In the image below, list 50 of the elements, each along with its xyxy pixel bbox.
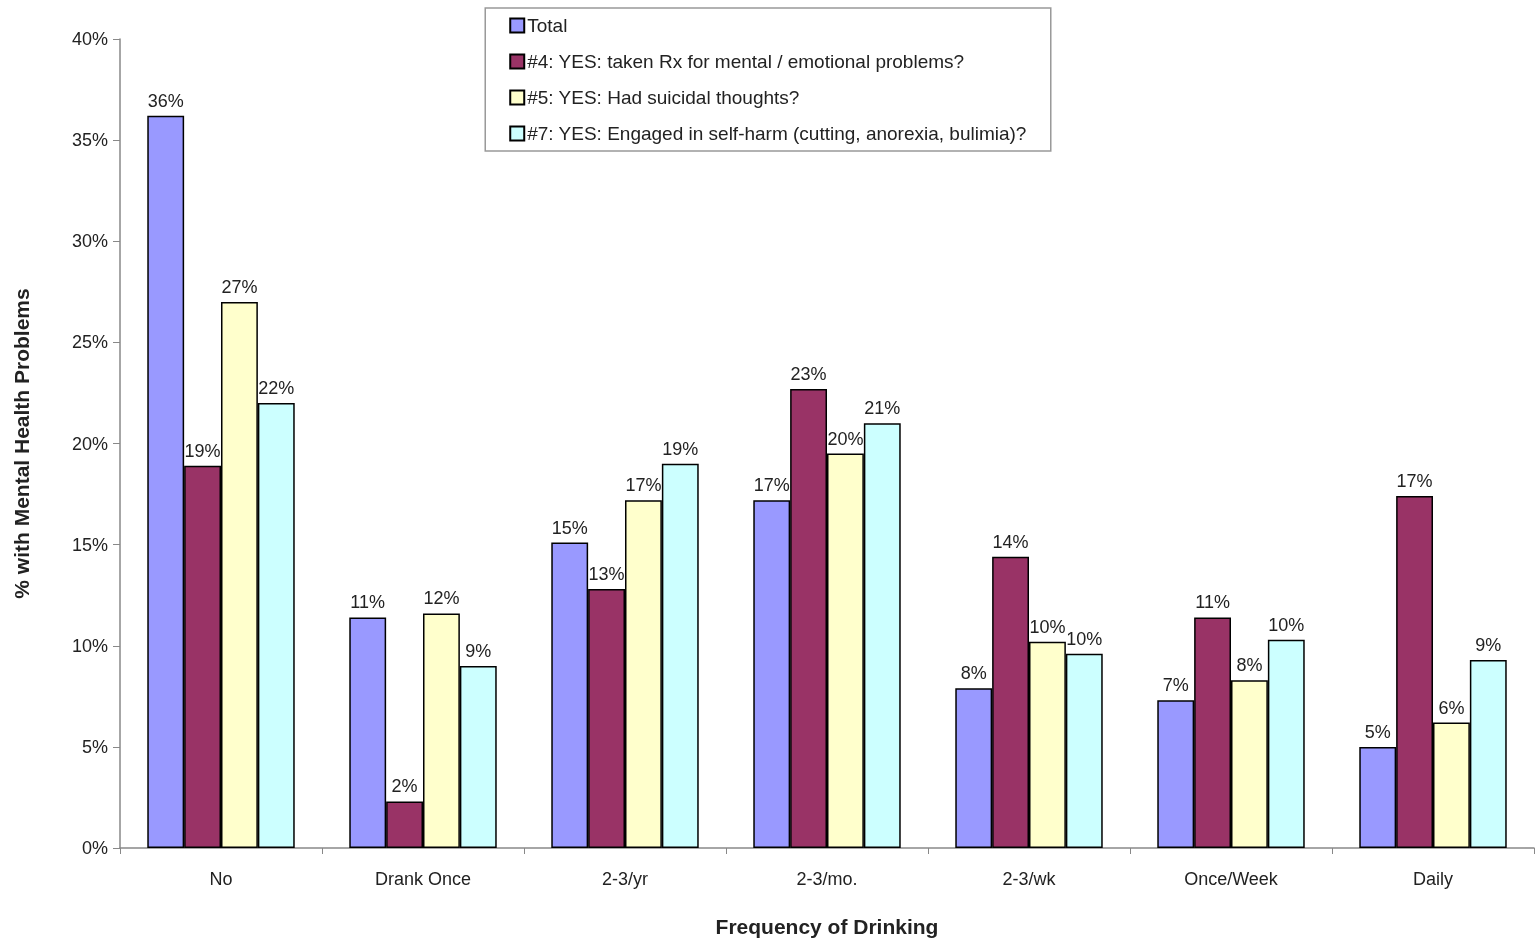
x-tick-label: Daily	[1412, 869, 1454, 889]
data-label: 22%	[258, 378, 295, 399]
data-label: 8%	[1236, 655, 1263, 676]
data-label: 15%	[551, 517, 588, 538]
y-tick-label: 30%	[71, 231, 108, 252]
y-tick-label: 10%	[71, 635, 108, 656]
data-label: 2%	[391, 776, 418, 797]
data-label: 9%	[1475, 634, 1502, 655]
y-tick-label: 15%	[71, 534, 108, 555]
y-tick-label: 35%	[71, 130, 108, 151]
data-label: 9%	[465, 640, 492, 661]
data-label: 27%	[221, 276, 258, 297]
y-tick-label: 20%	[71, 433, 108, 454]
data-label: 21%	[864, 398, 901, 419]
data-label: 7%	[1162, 675, 1189, 696]
x-tick-label: Drank Once	[374, 869, 472, 889]
x-tick-label: No	[209, 869, 233, 889]
legend-label: Total	[527, 15, 568, 36]
y-axis-title: % with Mental Health Problems	[10, 288, 33, 599]
y-tick-label: 40%	[71, 29, 108, 49]
data-label: 13%	[588, 564, 625, 585]
legend-label: #5: YES: Had suicidal thoughts?	[527, 87, 800, 108]
data-label: 6%	[1438, 697, 1465, 718]
x-tick-label: 2-3/wk	[1002, 869, 1057, 889]
legend-label: #4: YES: taken Rx for mental / emotional problems?	[527, 51, 965, 72]
data-label: 10%	[1066, 628, 1103, 649]
data-label: 11%	[1195, 592, 1230, 613]
data-label: 17%	[753, 475, 790, 496]
data-label: 20%	[827, 428, 864, 449]
data-label: 10%	[1268, 614, 1305, 635]
x-axis-title: Frequency of Drinking	[715, 915, 939, 938]
data-label: 23%	[790, 363, 827, 384]
data-label: 17%	[1396, 471, 1433, 492]
data-label: 36%	[147, 90, 184, 111]
y-tick-label: 25%	[71, 332, 108, 353]
data-label: 14%	[992, 531, 1029, 552]
data-label: 12%	[423, 588, 460, 609]
data-label: 8%	[960, 663, 987, 684]
y-tick-label: 0%	[81, 838, 108, 858]
data-label: 19%	[184, 440, 221, 461]
data-label: 19%	[662, 438, 699, 459]
data-label: 17%	[625, 475, 662, 496]
y-tick-label: 5%	[81, 736, 108, 757]
legend-label: #7: YES: Engaged in self-harm (cutting, anorexia, bulimia)?	[527, 123, 1027, 144]
x-tick-label: Once/Week	[1184, 869, 1279, 889]
data-label: 10%	[1029, 616, 1066, 637]
data-label: 11%	[350, 592, 386, 613]
data-label: 5%	[1364, 721, 1391, 742]
x-tick-label: 2-3/yr	[601, 869, 649, 889]
x-tick-label: 2-3/mo.	[796, 869, 858, 889]
